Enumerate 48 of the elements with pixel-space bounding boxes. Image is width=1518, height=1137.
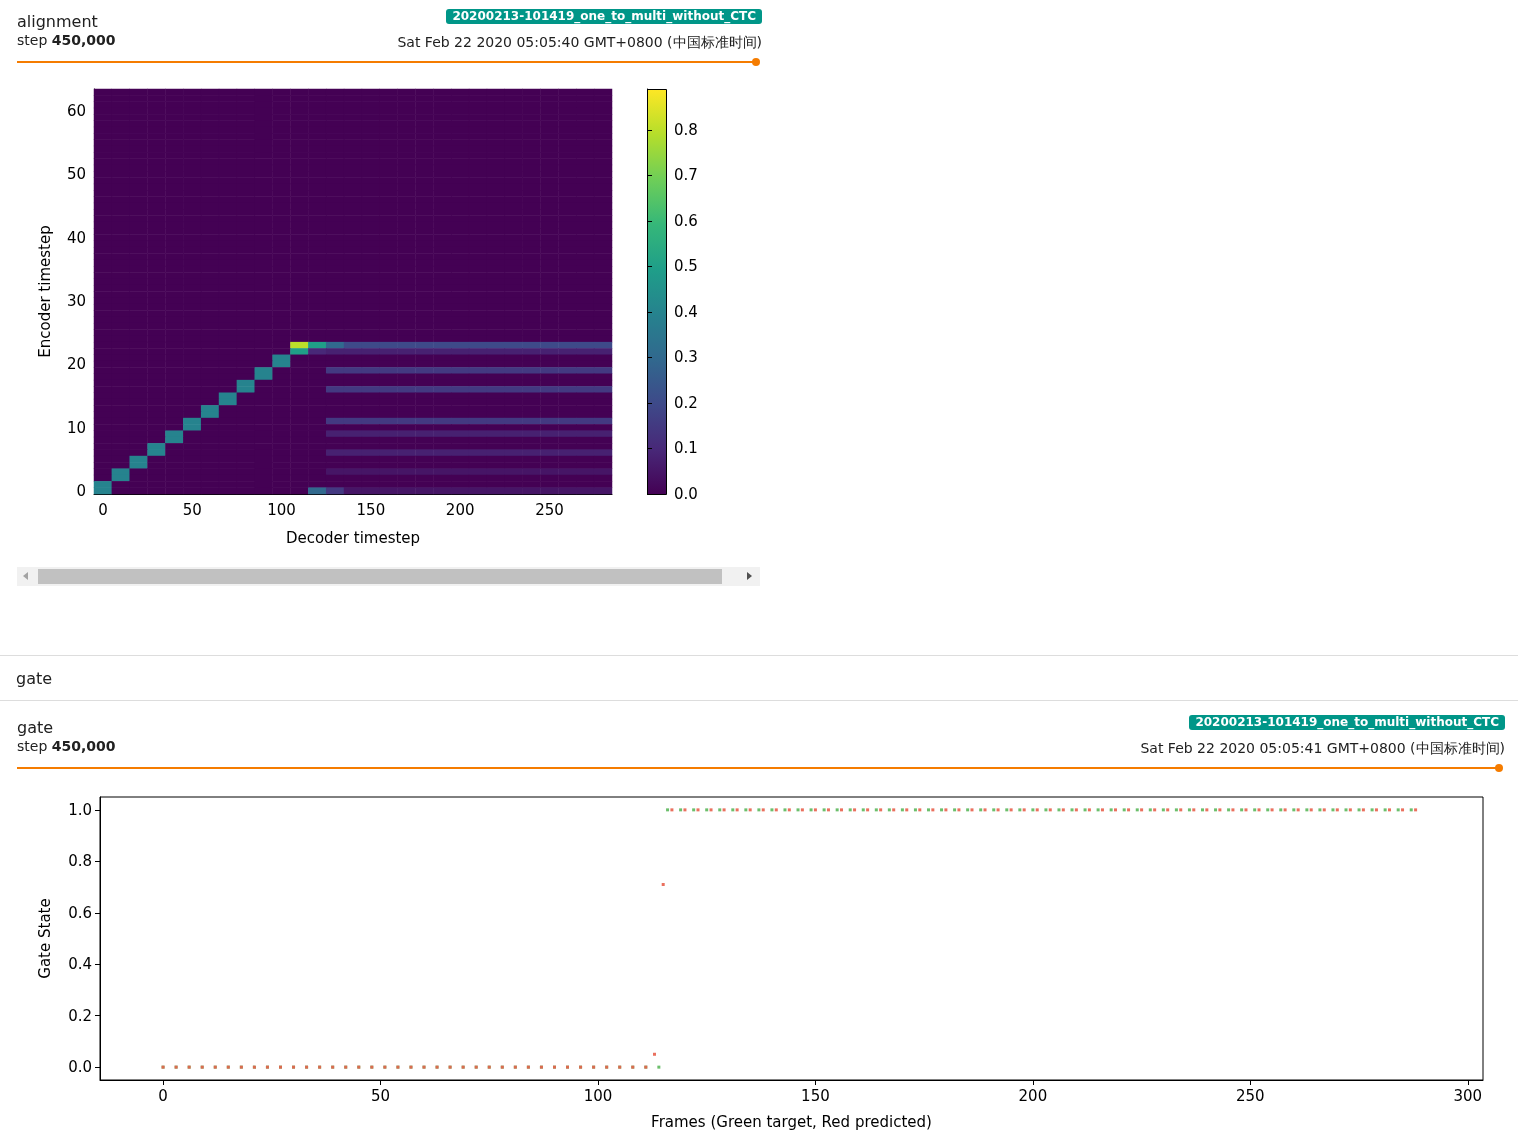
y-tick-label: 10 — [66, 418, 86, 437]
color-bar-label: 0.7 — [674, 166, 698, 185]
color-bar-label: 0.2 — [674, 393, 698, 412]
y-tick-label: 0.6 — [68, 903, 92, 922]
y-tick-label: 0.2 — [68, 1006, 92, 1025]
x-axis-title: Decoder timestep — [285, 528, 421, 547]
x-tick-label: 0 — [158, 1086, 168, 1105]
y-tick-label: 1.0 — [68, 800, 92, 819]
color-bar-label: 0.5 — [674, 257, 698, 276]
y-tick-label: 0.0 — [68, 1058, 92, 1077]
y-tick-label: 60 — [66, 102, 86, 121]
y-tick-label: 0 — [76, 481, 86, 500]
color-bar-label: 0.4 — [674, 302, 698, 321]
color-bar-label: 0.3 — [674, 348, 698, 367]
x-tick-label: 250 — [1236, 1086, 1265, 1105]
y-axis-title: Encoder timestep — [35, 225, 54, 358]
y-tick-label: 0.4 — [68, 955, 92, 974]
chart-title: gate — [17, 718, 54, 737]
text: 20200213-101419_one_to_multi_without_CTC — [1189, 715, 1505, 730]
color-bar-label: 0.8 — [674, 120, 698, 139]
text: Sat Feb 22 2020 05:05:40 GMT+0800 (中国标准时间) — [397, 34, 762, 52]
x-tick-label: 50 — [182, 500, 202, 519]
x-tick-label: 300 — [1453, 1086, 1483, 1105]
y-tick-label: 50 — [66, 165, 86, 184]
chart-subtitle: step 450,000 — [17, 738, 116, 754]
x-tick-label: 250 — [535, 500, 564, 519]
x-tick-label: 0 — [98, 500, 108, 519]
y-tick-label: 40 — [66, 228, 86, 247]
x-tick-label: 200 — [445, 500, 475, 519]
y-axis-title: Gate State — [35, 898, 54, 979]
text: Sat Feb 22 2020 05:05:41 GMT+0800 (中国标准时间) — [1140, 740, 1505, 758]
text: 20200213-101419_one_to_multi_without_CTC — [446, 9, 762, 24]
x-tick-label: 100 — [583, 1086, 613, 1105]
x-tick-label: 100 — [267, 500, 296, 519]
y-tick-label: 20 — [66, 355, 86, 374]
x-axis-title: Frames (Green target, Red predicted) — [651, 1112, 932, 1131]
x-tick-label: 150 — [801, 1086, 830, 1105]
color-bar-label: 0.1 — [674, 439, 698, 458]
chart-subtitle: step 450,000 — [17, 32, 116, 48]
x-tick-label: 150 — [356, 500, 386, 519]
chart-title: alignment — [17, 12, 98, 31]
x-tick-label: 50 — [370, 1086, 391, 1105]
y-tick-label: 30 — [66, 291, 86, 310]
x-tick-label: 200 — [1018, 1086, 1048, 1105]
y-tick-label: 0.8 — [68, 852, 92, 871]
text: gate — [16, 669, 53, 688]
color-bar-label: 0.6 — [674, 211, 698, 230]
color-bar-label: 0.0 — [674, 485, 698, 503]
